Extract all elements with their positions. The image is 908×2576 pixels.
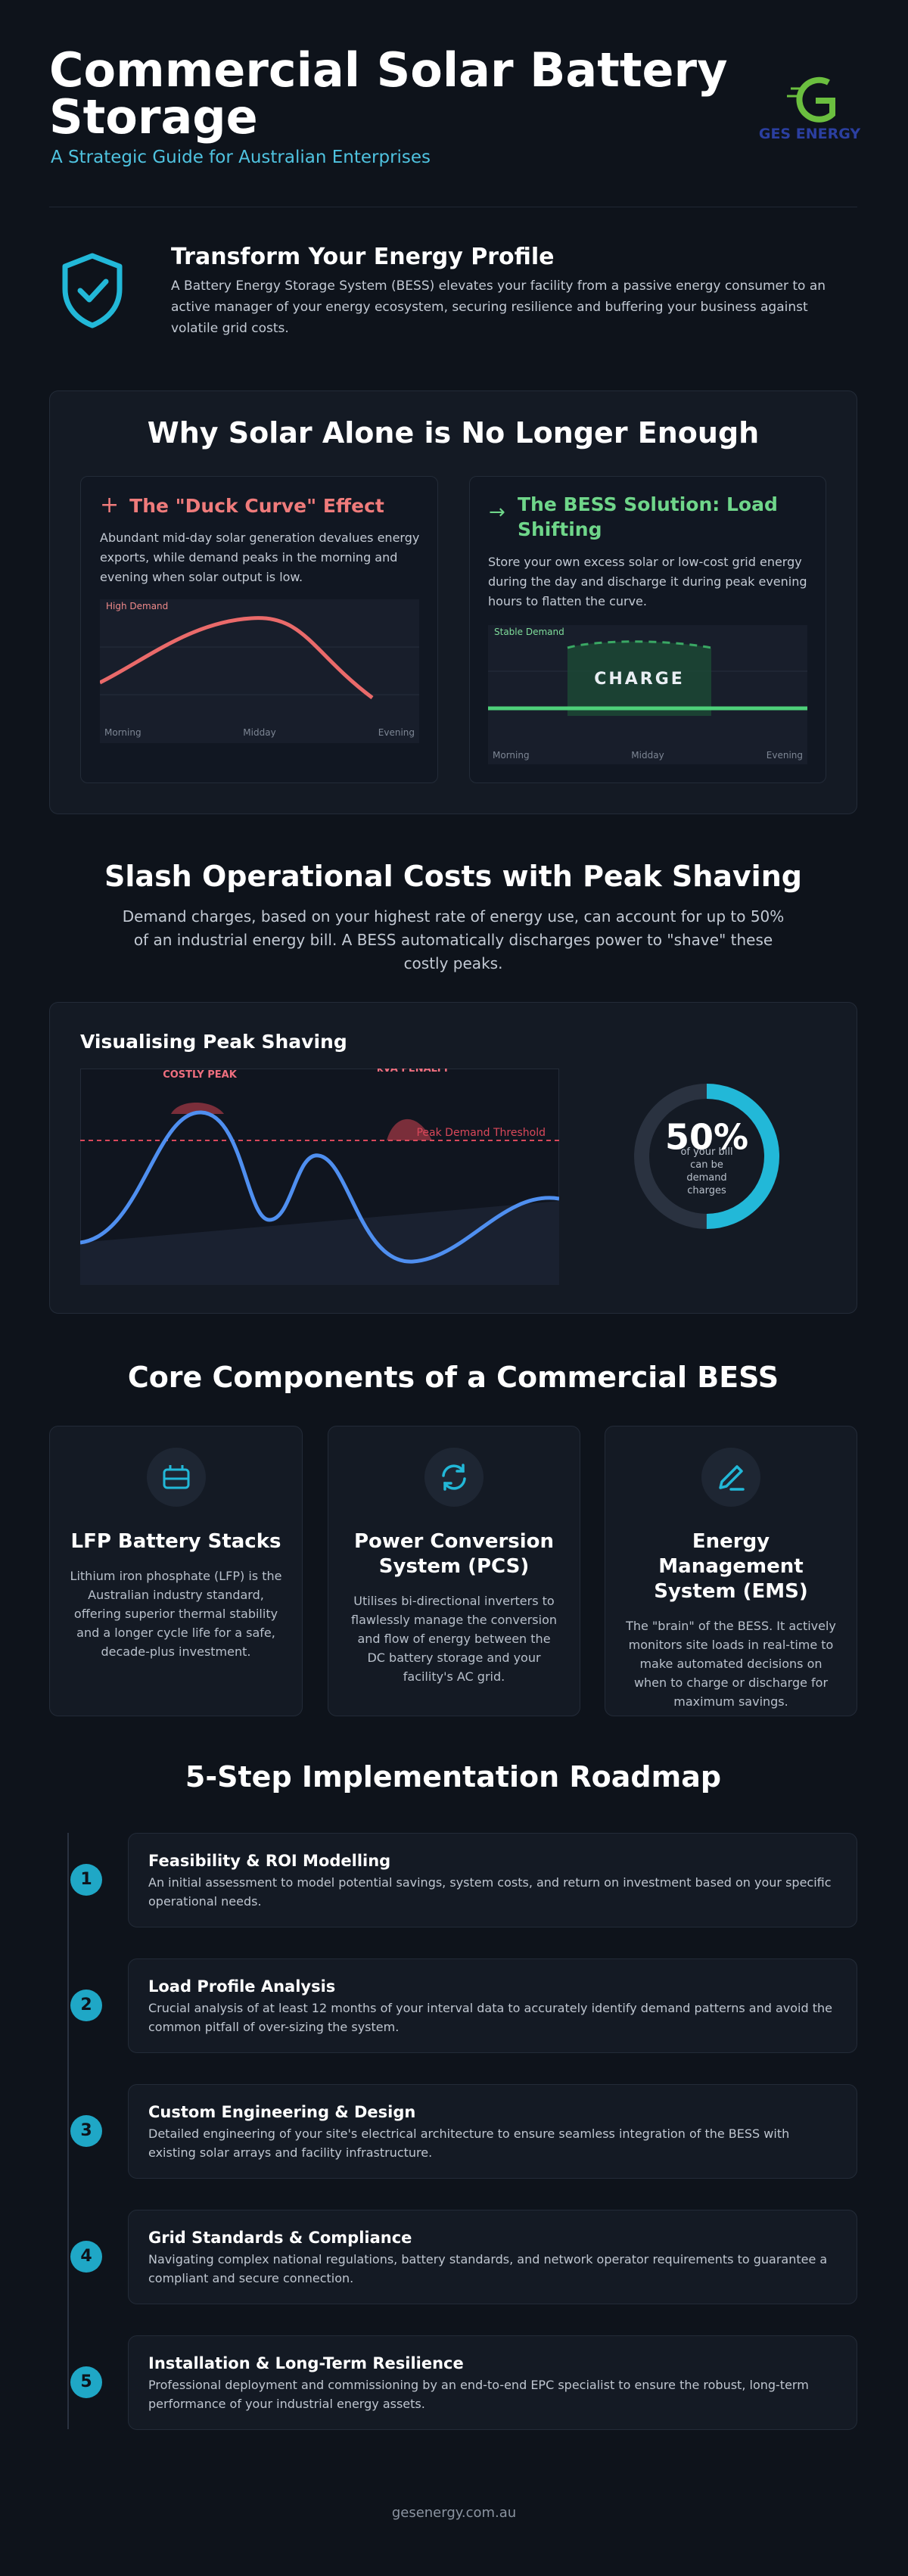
- stat-label: 50%: [665, 1117, 748, 1158]
- step-number: 3: [70, 2115, 102, 2147]
- duck-text: Abundant mid-day solar generation devalu…: [100, 530, 420, 584]
- battery-icon: [146, 1448, 206, 1507]
- bess-title: The BESS Solution: Load Shifting: [518, 493, 778, 540]
- component-text: Utilises bi-directional inverters to fla…: [350, 1594, 558, 1684]
- step-number: 4: [70, 2241, 102, 2273]
- peak-chart-title: Visualising Peak Shaving: [80, 1031, 347, 1053]
- arrow-icon: →: [489, 501, 505, 524]
- bess-text: Store your own excess solar or low-cost …: [488, 555, 807, 608]
- step-number: 5: [70, 2366, 102, 2398]
- donut-arc: [634, 1084, 779, 1229]
- axis-label: Evening: [767, 750, 803, 761]
- step-card: Installation & Long-Term Resilience Profe…: [128, 2335, 857, 2430]
- step-text: Navigating complex national regulations,…: [148, 2252, 828, 2285]
- component-title: LFP Battery Stacks: [70, 1530, 281, 1553]
- base-area: [80, 1201, 559, 1285]
- component-title: Power Conversion System (PCS): [353, 1530, 555, 1578]
- subtitle: A Strategic Guide for Australian Enterpr…: [51, 148, 431, 167]
- penalty-label: kVA PENALTY: [377, 1069, 450, 1075]
- pen-icon: [701, 1448, 760, 1507]
- axis-label: Midday: [631, 750, 664, 761]
- logo-text: GES ENERGY: [759, 126, 861, 142]
- step-text: Professional deployment and commissionin…: [148, 2378, 809, 2411]
- component-title: Energy Management System (EMS): [654, 1530, 808, 1603]
- component-text: The "brain" of the BESS. It actively mon…: [626, 1619, 836, 1709]
- step-text: An initial assessment to model potential…: [148, 1875, 832, 1909]
- component-card: Power Conversion System (PCS) Utilises b…: [328, 1426, 580, 1716]
- step-title: Feasibility & ROI Modelling: [148, 1852, 391, 1870]
- duck-chart: High Demand Morning Midday Evening: [100, 599, 419, 743]
- chart-label: Stable Demand: [494, 627, 564, 637]
- duck-title: + The "Duck Curve" Effect: [100, 492, 384, 518]
- bess-chart: CHARGE Stable Demand Morning Midday Even…: [488, 625, 807, 764]
- stat-donut: 50%: [634, 1084, 779, 1229]
- step-text: Crucial analysis of at least 12 months o…: [148, 2001, 832, 2034]
- step-title: Grid Standards & Compliance: [148, 2229, 412, 2247]
- components-title: Core Components of a Commercial BESS: [127, 1361, 779, 1394]
- component-card: Energy Management System (EMS) The "brai…: [605, 1426, 857, 1716]
- step-number: 1: [70, 1864, 102, 1896]
- logo: GES ENERGY: [759, 76, 861, 142]
- peak-cap: [387, 1118, 432, 1140]
- title: Commercial Solar Battery Storage: [49, 42, 728, 145]
- step-card: Custom Engineering & Design Detailed engi…: [128, 2084, 857, 2179]
- chart-label: High Demand: [106, 601, 168, 611]
- plus-icon: +: [100, 492, 120, 518]
- peak-title: Slash Operational Costs with Peak Shavin…: [104, 860, 802, 893]
- costly-peak-label: COSTLY PEAK: [163, 1069, 237, 1081]
- chart-bg: [100, 599, 419, 743]
- roadmap-title: 5-Step Implementation Roadmap: [185, 1760, 722, 1794]
- charge-edge: [567, 640, 712, 649]
- peak-text: Demand charges, based on your highest ra…: [122, 907, 785, 972]
- logo-mark: [796, 76, 835, 123]
- component-card: LFP Battery Stacks Lithium iron phosphat…: [49, 1426, 303, 1716]
- charge-label: CHARGE: [594, 670, 685, 689]
- step-card: Grid Standards & Compliance Navigating co…: [128, 2210, 857, 2304]
- duck-title-text: The "Duck Curve" Effect: [129, 495, 384, 517]
- step-title: Installation & Long-Term Resilience: [148, 2354, 464, 2372]
- step-card: Feasibility & ROI Modelling An initial as…: [128, 1833, 857, 1927]
- step-title: Load Profile Analysis: [148, 1977, 336, 1996]
- step-number: 2: [70, 1990, 102, 2021]
- shield-icon: [62, 253, 123, 328]
- footer: gesenergy.com.au: [391, 2505, 517, 2521]
- peak-cap: [171, 1103, 224, 1114]
- charge-area: [568, 641, 711, 716]
- threshold-label: Peak Demand Threshold: [416, 1127, 546, 1139]
- axis-label: Morning: [493, 750, 530, 761]
- step-title: Custom Engineering & Design: [148, 2103, 416, 2121]
- why-title: Why Solar Alone is No Longer Enough: [147, 416, 760, 450]
- load-curve: [80, 1110, 559, 1264]
- intro-title: Transform Your Energy Profile: [171, 244, 555, 270]
- axis-label: Midday: [243, 727, 275, 738]
- axis-label: Morning: [104, 727, 141, 738]
- peak-chart: COSTLY PEAK kVA PENALTY Peak Demand Thre…: [80, 1069, 559, 1285]
- step-card: Load Profile Analysis Crucial analysis of…: [128, 1958, 857, 2053]
- refresh-icon: [424, 1448, 484, 1507]
- component-text: Lithium iron phosphate (LFP) is the Aust…: [70, 1569, 282, 1659]
- axis-label: Evening: [378, 727, 415, 738]
- timeline: [67, 1833, 69, 2429]
- step-text: Detailed engineering of your site's elec…: [148, 2126, 790, 2160]
- stat-text: of your bill can be demand charges: [680, 1146, 733, 1196]
- demand-curve: [100, 616, 374, 699]
- intro-text: A Battery Energy Storage System (BESS) e…: [171, 278, 826, 336]
